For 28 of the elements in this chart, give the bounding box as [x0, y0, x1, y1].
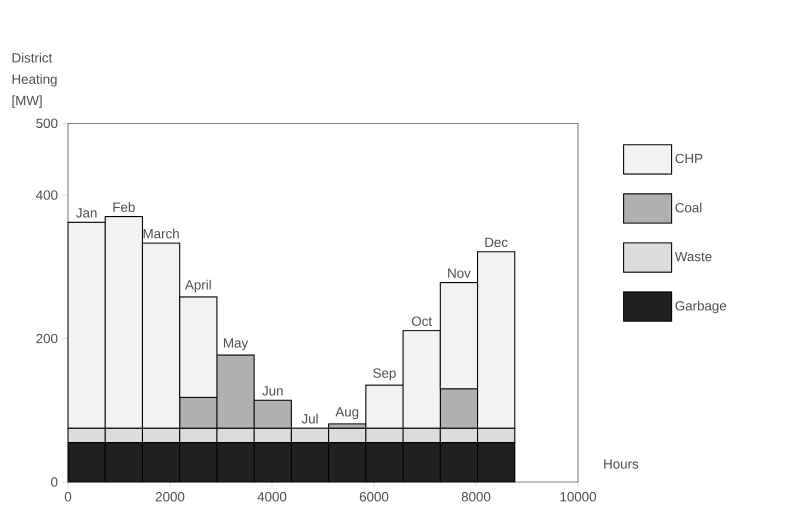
- annotation: Jan: [76, 208, 96, 218]
- legend-label: Garbage: [675, 300, 726, 314]
- legend-label: Coal: [675, 202, 702, 212]
- annotation: Nov: [448, 268, 471, 278]
- x-tick-label: 4000: [257, 492, 286, 502]
- y-tick-label: 0: [51, 477, 58, 487]
- x-axis-title: Hours: [604, 459, 638, 469]
- annotation: May: [224, 338, 248, 350]
- y-tick-label: 400: [36, 190, 58, 200]
- annotation: Sep: [373, 368, 396, 380]
- x-tick-label: 6000: [360, 492, 388, 502]
- annotation: Dec: [485, 238, 508, 248]
- y-axis-title: District Heating [MW]: [12, 52, 57, 108]
- x-tick-label: 10000: [560, 492, 596, 502]
- annotation: Jul: [302, 414, 318, 424]
- annotation: April: [184, 280, 211, 292]
- legend-label: CHP: [675, 154, 702, 164]
- annotation: Feb: [113, 202, 135, 212]
- x-tick-label: 8000: [462, 492, 490, 502]
- annotation: March: [144, 228, 179, 238]
- y-tick-label: 500: [36, 118, 58, 128]
- annotation: Aug: [335, 407, 358, 420]
- legend-label: Waste: [674, 252, 712, 262]
- x-tick-label: 2000: [156, 492, 184, 502]
- annotation: Oct: [412, 316, 432, 326]
- y-tick-label: 200: [36, 334, 58, 344]
- x-tick-label: 0: [64, 492, 72, 502]
- annotation: Jun: [262, 386, 283, 396]
